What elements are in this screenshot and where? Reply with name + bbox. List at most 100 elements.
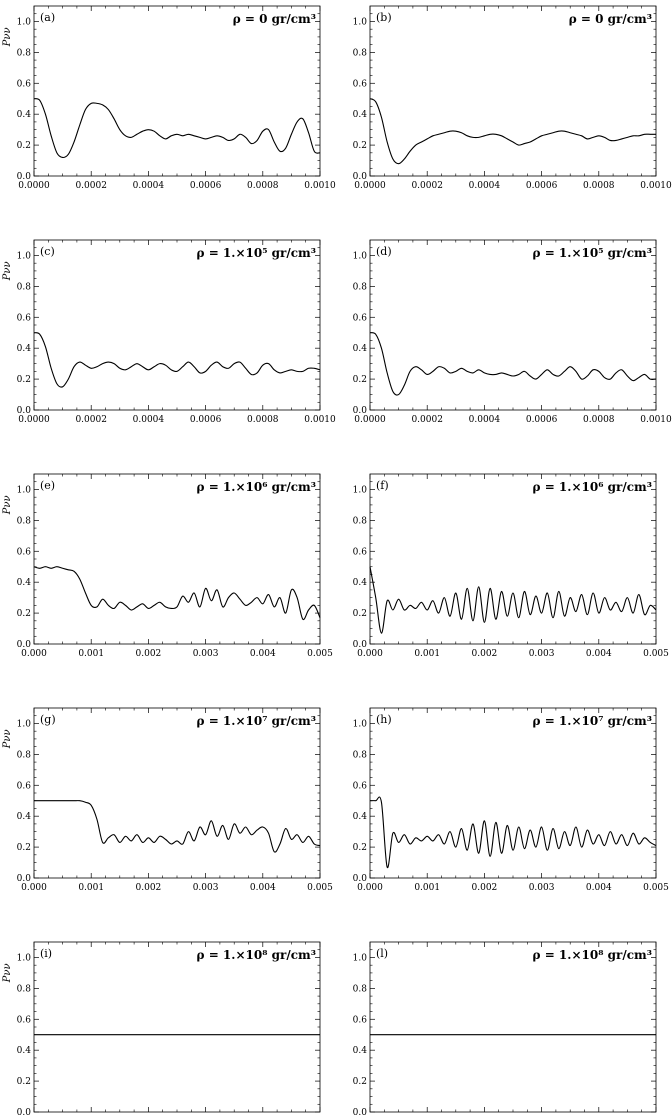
y-tick-label: 0.8 [353, 984, 368, 994]
panel-7: 0.000 0.001 0.002 0.003 0.004 0.005 0.0 0.2 0.4 0… [353, 707, 669, 893]
series-line [33, 566, 321, 621]
plot-frame [33, 473, 321, 645]
y-tick-label: 1.0 [17, 251, 32, 261]
y-tick-label: 0.0 [353, 640, 368, 650]
x-tick-label: 0.0002 [75, 415, 107, 425]
y-tick-label: 0.6 [17, 313, 32, 323]
x-tick-label: 0.0006 [526, 415, 558, 425]
x-tick-label: 0.002 [136, 649, 162, 659]
y-tick-label: 0.0 [17, 406, 32, 416]
y-tick-label: 1.0 [17, 17, 32, 27]
density-annotation: ρ = 1.×10⁶ gr/cm³ [533, 480, 652, 494]
y-tick-label: 0.4 [353, 344, 368, 354]
y-axis-label: Pνν [2, 729, 13, 749]
y-tick-label: 0.6 [17, 1015, 32, 1025]
series-line [34, 800, 321, 853]
plot-frame [369, 239, 657, 411]
y-axis-label: Pνν [2, 261, 13, 281]
y-tick-label: 0.6 [353, 547, 368, 557]
plot-frame [369, 473, 657, 645]
panel-label: (a) [40, 11, 55, 24]
x-tick-label: 0.0006 [190, 181, 222, 191]
y-tick-label: 0.0 [353, 1108, 368, 1116]
y-axis-label: Pνν [2, 963, 13, 983]
plot-frame [369, 5, 657, 177]
x-tick-label: 0.002 [472, 649, 498, 659]
x-tick-label: 0.003 [529, 649, 555, 659]
y-tick-label: 0.4 [17, 110, 32, 120]
panel-label: (b) [376, 11, 392, 24]
y-tick-label: 0.2 [17, 609, 31, 619]
y-tick-label: 0.0 [17, 1108, 32, 1116]
panel-9: 0.0000.0010.0020.0030.0040.0050.00.20.40… [353, 941, 657, 1116]
x-tick-label: 0.0008 [583, 181, 615, 191]
series-line [369, 566, 657, 634]
panel-1: 0.0000 0.0002 0.0004 0.0006 0.0008 0.0010 0.0 0… [353, 5, 672, 191]
y-tick-label: 0.4 [17, 812, 32, 822]
x-tick-label: 0.0002 [411, 415, 443, 425]
y-tick-label: 0.2 [353, 1077, 367, 1087]
density-annotation: ρ = 1.×10⁵ gr/cm³ [197, 246, 316, 260]
panel-label: (l) [376, 947, 388, 960]
y-tick-label: 0.2 [17, 141, 31, 151]
x-tick-label: 0.005 [307, 649, 333, 659]
x-tick-label: 0.004 [250, 649, 276, 659]
y-tick-label: 1.0 [17, 485, 32, 495]
x-tick-label: 0.0000 [18, 181, 50, 191]
y-tick-label: 0.0 [353, 172, 368, 182]
panel-label: (i) [40, 947, 52, 960]
y-tick-label: 0.6 [353, 79, 368, 89]
x-tick-label: 0.0004 [133, 181, 165, 191]
y-tick-label: 0.8 [17, 516, 32, 526]
y-tick-label: 1.0 [353, 17, 368, 27]
y-tick-label: 0.2 [353, 843, 367, 853]
density-annotation: ρ = 1.×10⁸ gr/cm³ [533, 948, 652, 962]
x-tick-label: 0.004 [586, 649, 612, 659]
y-tick-label: 1.0 [353, 251, 368, 261]
series-line [33, 332, 321, 388]
y-tick-label: 0.2 [353, 141, 367, 151]
plot-frame [33, 239, 321, 411]
y-tick-label: 1.0 [353, 953, 368, 963]
y-tick-label: 0.2 [353, 375, 367, 385]
series-line [369, 796, 657, 868]
x-tick-label: 0.005 [643, 649, 669, 659]
plot-frame [33, 5, 321, 177]
y-tick-label: 1.0 [353, 485, 368, 495]
y-tick-label: 0.4 [353, 812, 368, 822]
x-tick-label: 0.005 [643, 883, 669, 893]
y-tick-label: 1.0 [353, 719, 368, 729]
x-tick-label: 0.0004 [469, 415, 501, 425]
panel-8: 0.0000.0010.0020.0030.0040.0050.00.20.40… [2, 941, 321, 1116]
y-axis-label: Pνν [2, 27, 13, 47]
y-tick-label: 0.0 [17, 640, 32, 650]
x-tick-label: 0.0006 [190, 415, 222, 425]
density-annotation: ρ = 1.×10⁵ gr/cm³ [533, 246, 652, 260]
x-tick-label: 0.0008 [247, 415, 279, 425]
panel-4: 0.000 0.001 0.002 0.003 0.004 0.005 0.0 0.2 0.4 0… [2, 473, 333, 659]
y-tick-label: 0.2 [17, 1077, 31, 1087]
panel-2: 0.0000 0.0002 0.0004 0.0006 0.0008 0.0010 0.0 0… [2, 239, 336, 425]
y-tick-label: 0.2 [17, 843, 31, 853]
y-tick-label: 0.6 [17, 781, 32, 791]
y-tick-label: 0.6 [353, 781, 368, 791]
density-annotation: ρ = 1.×10⁶ gr/cm³ [197, 480, 316, 494]
y-tick-label: 1.0 [17, 719, 32, 729]
x-tick-label: 0.0004 [133, 415, 165, 425]
x-tick-label: 0.001 [414, 649, 440, 659]
y-tick-label: 0.6 [353, 313, 368, 323]
y-tick-label: 0.0 [17, 172, 32, 182]
x-tick-label: 0.0006 [526, 181, 558, 191]
x-tick-label: 0.000 [357, 883, 383, 893]
y-axis-label: Pνν [2, 495, 13, 515]
panel-0: 0.0000 0.0002 0.0004 0.0006 0.0008 0.0010 0.0 0… [2, 5, 336, 191]
density-annotation: ρ = 1.×10⁸ gr/cm³ [197, 948, 316, 962]
y-tick-label: 0.4 [353, 110, 368, 120]
y-tick-label: 0.8 [353, 750, 368, 760]
x-tick-label: 0.003 [193, 649, 219, 659]
y-tick-label: 0.8 [17, 282, 32, 292]
x-tick-label: 0.0002 [75, 181, 107, 191]
panel-3: 0.0000 0.0002 0.0004 0.0006 0.0008 0.0010 0.0 0… [353, 239, 672, 425]
x-tick-label: 0.0002 [411, 181, 443, 191]
